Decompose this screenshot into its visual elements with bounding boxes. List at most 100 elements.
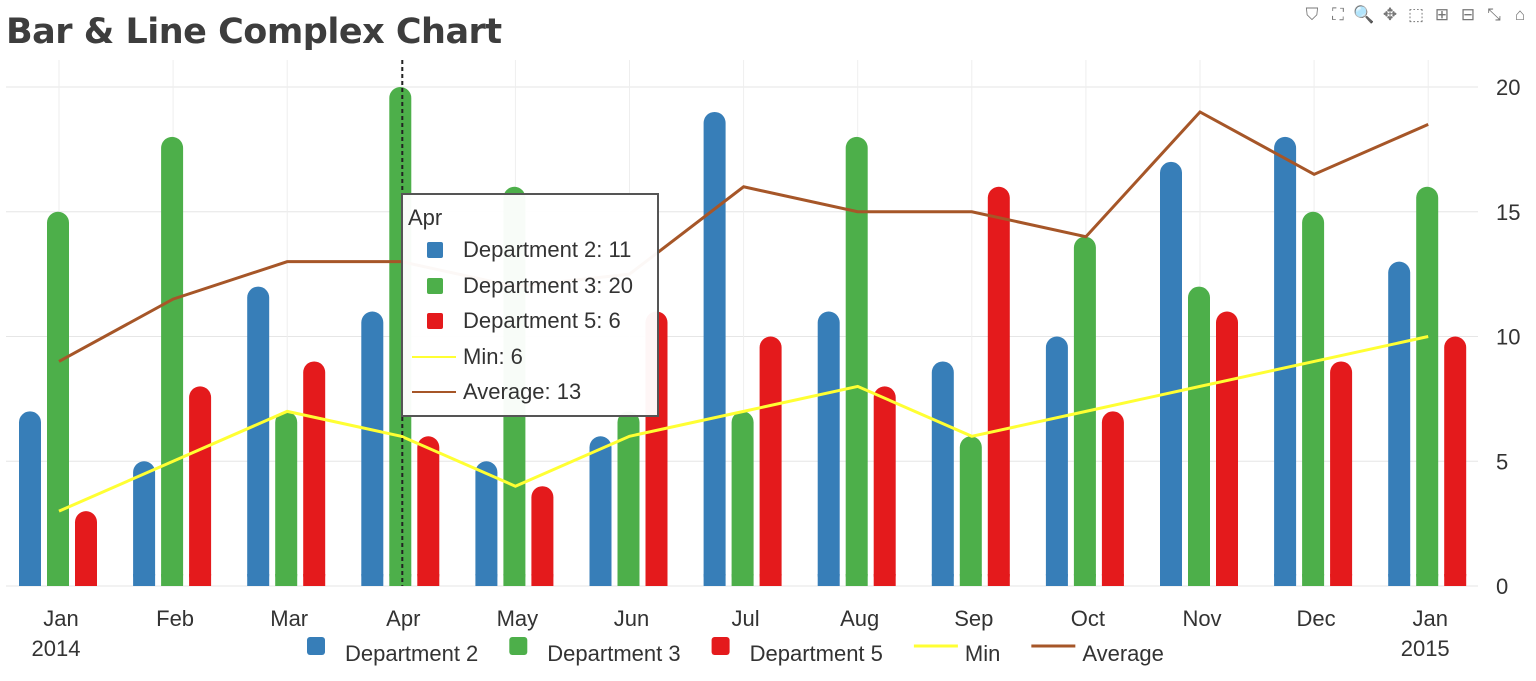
bar-department-5 <box>1101 411 1124 586</box>
bar-department-3 <box>47 211 69 586</box>
bar-base <box>1302 574 1325 586</box>
x-tick-label: Jun <box>614 606 649 631</box>
tooltip-row: Department 5: 6 <box>403 306 621 336</box>
bar-department-5 <box>1444 336 1467 586</box>
bar-department-2 <box>931 361 954 586</box>
bar-base <box>1073 574 1096 586</box>
tooltip-title: Apr <box>408 205 443 230</box>
y-tick-label: 5 <box>1496 449 1508 474</box>
bar-department-2 <box>1388 261 1411 586</box>
y-tick-label: 15 <box>1496 200 1520 225</box>
tooltip-marker <box>412 391 456 393</box>
filter-icon[interactable]: ⛉ <box>1305 5 1319 24</box>
fullscreen-icon[interactable]: ⛶ <box>1332 5 1344 24</box>
x-tick-label: Jan <box>1412 606 1447 631</box>
bar-department-3 <box>959 436 982 586</box>
bar-base <box>1416 574 1439 586</box>
bar-department-2 <box>589 436 612 586</box>
bar-department-3 <box>1302 211 1325 586</box>
bar-base <box>759 574 782 586</box>
bar-base <box>703 574 726 586</box>
bar-department-5 <box>75 511 97 586</box>
home-icon[interactable]: ⌂ <box>1514 5 1526 24</box>
legend-marker <box>711 637 730 655</box>
x-tick-label: Oct <box>1071 606 1105 631</box>
bar-base <box>75 574 97 586</box>
tooltip-marker <box>412 355 456 358</box>
bar-base <box>1330 574 1353 586</box>
bar-base <box>1045 574 1068 586</box>
zoom-icon[interactable]: 🔍 <box>1353 5 1375 24</box>
bar-base <box>19 574 41 586</box>
x-tick-label: Jan <box>43 606 78 631</box>
chart-title: Bar & Line Complex Chart <box>6 12 502 52</box>
bar-department-2 <box>1045 336 1068 586</box>
tooltip-row: Average: 13 <box>403 377 581 407</box>
legend-item[interactable]: Department 5 <box>711 637 883 666</box>
reset-zoom-icon[interactable]: ⤡ <box>1487 5 1501 24</box>
bar-base <box>161 574 184 586</box>
bar-department-2 <box>475 461 498 586</box>
bar-department-2 <box>247 286 270 586</box>
bar-department-5 <box>417 436 440 586</box>
x-tick-label: Apr <box>386 606 420 631</box>
bar-base <box>275 574 298 586</box>
bar-base <box>931 574 954 586</box>
bar-department-3 <box>1188 286 1210 586</box>
tooltip-row: Department 2: 11 <box>403 235 631 265</box>
bar-base <box>645 574 668 586</box>
tooltip-label: Department 5: 6 <box>463 308 621 333</box>
bar-department-5 <box>987 186 1010 587</box>
tooltip: Apr Department 2: 11 Department 3: 20 Depa… <box>401 193 659 417</box>
legend-label: Average <box>1082 641 1164 666</box>
bar-base <box>817 574 840 586</box>
zoom-out-icon[interactable]: ⊟ <box>1460 5 1476 24</box>
legend-item[interactable]: Min <box>913 641 1000 666</box>
legend-item[interactable]: Department 2 <box>307 637 478 666</box>
bar-department-5 <box>1216 311 1238 586</box>
legend-label: Department 3 <box>547 641 680 666</box>
bar-department-3 <box>845 136 868 586</box>
bar-base <box>531 574 554 586</box>
bar-base <box>1188 574 1210 586</box>
bar-base <box>1101 574 1124 586</box>
bar-base <box>617 574 640 586</box>
bar-base <box>1160 574 1182 586</box>
bar-base <box>475 574 498 586</box>
bar-base <box>873 574 896 586</box>
x-tick-label: Nov <box>1182 606 1221 631</box>
tooltip-row: Department 3: 20 <box>403 271 633 301</box>
x-tick-label: Dec <box>1297 606 1336 631</box>
line-average <box>58 110 1429 363</box>
tooltip-label: Department 3: 20 <box>463 272 633 298</box>
line-series <box>58 110 1429 513</box>
bar-department-2 <box>703 111 726 586</box>
selection-icon[interactable]: ⬚ <box>1407 5 1425 24</box>
legend-item[interactable]: Average <box>1031 641 1164 666</box>
bar-department-2 <box>817 311 840 586</box>
legend-label: Department 2 <box>345 641 478 666</box>
bar-department-3 <box>731 411 754 586</box>
bar-base <box>133 574 156 586</box>
bar-base <box>845 574 868 586</box>
bar-department-2 <box>133 461 156 586</box>
bar-department-5 <box>189 386 212 586</box>
bar-base <box>303 574 326 586</box>
x-axis: Jan 2014 Feb Mar Apr May Jun Jul Aug Sep Oct Nov Dec… <box>32 606 1450 661</box>
legend: Department 2 Department 3 Department 5 Min A… <box>307 637 1164 666</box>
bar-department-5 <box>531 486 554 586</box>
bar-base <box>1444 574 1467 586</box>
tooltip-marker <box>427 313 443 329</box>
x-tick-label: Aug <box>840 606 879 631</box>
bar-department-2 <box>361 311 384 586</box>
bar-department-5 <box>303 361 326 586</box>
legend-item[interactable]: Department 3 <box>509 637 681 666</box>
bar-base <box>247 574 270 586</box>
tooltip-marker <box>427 277 443 294</box>
pan-icon[interactable]: ✥ <box>1382 5 1398 24</box>
zoom-in-icon[interactable]: ⊞ <box>1434 5 1450 24</box>
bar-base <box>189 574 212 586</box>
legend-marker <box>509 637 528 655</box>
bar-base <box>503 574 526 586</box>
